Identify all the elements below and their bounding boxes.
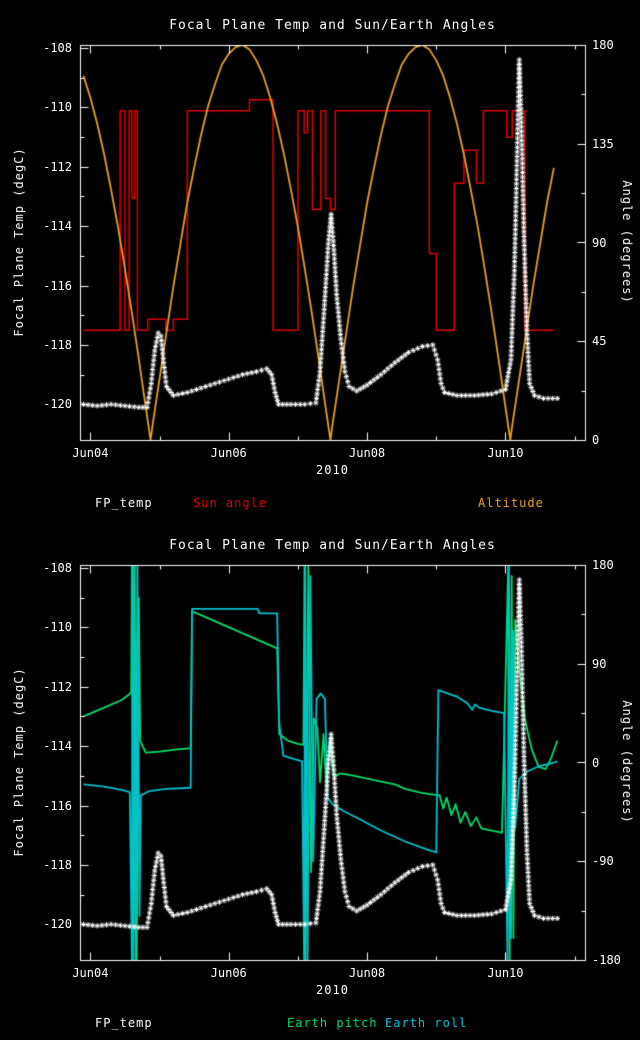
y-axis-label-left: Focal Plane Temp (degC) [12,667,26,857]
legend-item: Earth roll [385,1016,468,1030]
chart-panel-top: Focal Plane Temp and Sun/Earth Angles Fo… [0,0,640,520]
chart-panel-bottom: Focal Plane Temp and Sun/Earth Angles Fo… [0,520,640,1040]
legend-item: Sun angle [193,496,268,510]
chart-canvas-bottom [0,520,640,1040]
y-axis-label-right: Angle (degrees) [620,700,634,824]
legend-item: Earth pitch [287,1016,378,1030]
legend: FP_temp Earth pitch Earth roll [0,1016,640,1036]
legend-item: Altitude [478,496,544,510]
legend: FP_temp Sun angle Altitude [0,496,640,516]
legend-item: FP_temp [95,1016,153,1030]
legend-item: FP_temp [95,496,153,510]
chart-title: Focal Plane Temp and Sun/Earth Angles [169,538,496,553]
y-axis-label-right: Angle (degrees) [620,180,634,304]
chart-title: Focal Plane Temp and Sun/Earth Angles [169,18,496,33]
y-axis-label-left: Focal Plane Temp (degC) [12,147,26,337]
chart-canvas-top [0,0,640,520]
x-axis-label: 2010 [316,463,349,477]
x-axis-label: 2010 [316,983,349,997]
